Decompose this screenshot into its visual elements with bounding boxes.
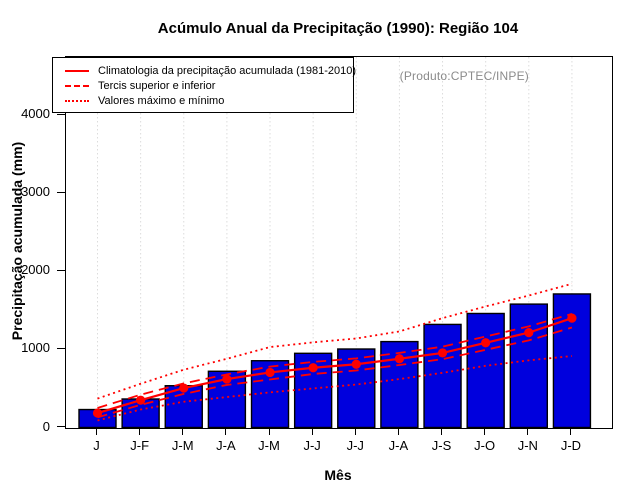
climatology-marker <box>92 408 103 418</box>
x-axis-title: Mês <box>324 467 352 483</box>
x-tick-label: J <box>93 438 100 453</box>
x-tick-mark <box>268 428 270 435</box>
x-tick-mark <box>139 428 141 435</box>
y-tick-mark <box>57 347 65 349</box>
plot-area <box>65 56 613 429</box>
x-tick-label: J-M <box>258 438 280 453</box>
legend-item-tercis: Tercis superior e inferior <box>65 78 353 93</box>
x-tick-label: J-A <box>388 438 409 453</box>
x-tick-mark <box>570 428 572 435</box>
x-tick-label: J-M <box>171 438 194 453</box>
dotted-red-line-icon <box>65 99 89 102</box>
x-tick-mark <box>397 428 399 435</box>
x-tick-mark <box>527 428 529 435</box>
climatology-marker <box>567 313 577 323</box>
chart-canvas <box>78 57 592 428</box>
x-tick-label: J-D <box>560 438 582 453</box>
climatology-marker <box>481 338 491 348</box>
y-tick-mark <box>57 113 65 115</box>
x-tick-mark <box>354 428 356 435</box>
climatology-marker <box>351 359 361 369</box>
climatology-marker <box>136 395 146 405</box>
x-tick-mark <box>484 428 486 435</box>
legend-label: Valores máximo e mínimo <box>98 94 225 107</box>
x-tick-mark <box>225 428 227 435</box>
climatology-marker <box>179 383 189 393</box>
climatology-marker <box>437 348 448 358</box>
x-tick-mark <box>96 428 97 435</box>
bar-J-A <box>380 340 419 428</box>
legend-label: Climatologia da precipitação acumulada (… <box>98 64 357 77</box>
bar-J-N <box>509 303 548 428</box>
legend-item-climatologia: Climatologia da precipitação acumulada (… <box>65 63 357 78</box>
y-tick-label: 4000 <box>21 106 50 122</box>
y-axis-title: Precipitação acumulada (mm) <box>9 141 25 341</box>
x-tick-label: J-S <box>431 438 452 453</box>
y-tick-mark <box>57 426 65 427</box>
y-tick-mark <box>57 269 65 271</box>
x-tick-label: J-F <box>130 438 150 453</box>
produto-watermark: (Produto:CPTEC/INPE) <box>399 69 529 83</box>
climatology-marker <box>265 367 275 378</box>
x-tick-mark <box>441 428 443 435</box>
y-tick-label: 2000 <box>21 262 50 278</box>
legend-label: Tercis superior e inferior <box>98 79 216 92</box>
legend-item-max-min: Valores máximo e mínimo <box>65 93 353 108</box>
y-tick-label: 1000 <box>21 340 50 356</box>
y-tick-label: 0 <box>42 418 50 434</box>
bar-J-M <box>164 385 203 428</box>
climatology-marker <box>308 363 318 373</box>
chart-legend: Climatologia da precipitação acumulada (… <box>52 57 357 113</box>
x-tick-label: J-J <box>346 438 364 453</box>
chart-title: Acúmulo Anual da Precipitação (1990): Re… <box>157 20 519 37</box>
x-tick-label: J-J <box>303 438 321 453</box>
solid-red-line-icon <box>65 69 89 72</box>
x-tick-mark <box>182 428 184 435</box>
line-dotted <box>97 282 573 400</box>
climatology-marker <box>222 374 232 384</box>
x-tick-label: J-A <box>216 438 236 453</box>
dashed-red-line-icon <box>65 84 89 87</box>
y-tick-label: 3000 <box>21 184 50 200</box>
climatology-marker <box>524 328 534 338</box>
y-tick-mark <box>57 191 65 193</box>
x-tick-mark <box>311 428 313 435</box>
bar-J-S <box>423 323 462 428</box>
line-dashed <box>97 313 573 409</box>
x-tick-label: J-N <box>517 438 538 453</box>
x-tick-label: J-O <box>474 438 496 453</box>
line-dashed <box>97 326 573 419</box>
bar-J-O <box>466 312 505 428</box>
line-solid <box>97 317 573 415</box>
climatology-marker <box>394 354 405 364</box>
